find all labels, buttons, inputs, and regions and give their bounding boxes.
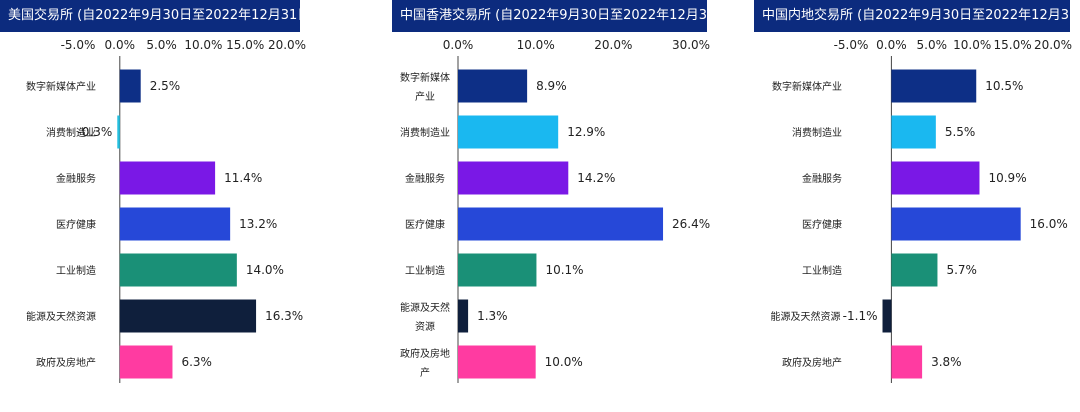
category-label: 金融服务: [56, 172, 96, 185]
bar: [891, 69, 977, 103]
bar: [458, 115, 559, 149]
x-tick-label: 20.0%: [268, 38, 306, 52]
data-label: 14.0%: [246, 263, 284, 277]
category-label: 消费制造业: [46, 126, 96, 139]
category-label: 能源及天然: [400, 301, 450, 314]
bar: [458, 207, 664, 241]
category-label: 消费制造业: [792, 126, 842, 139]
bar: [119, 69, 141, 103]
category-label: 政府及房地: [400, 347, 450, 360]
bar: [119, 299, 257, 333]
data-label: 16.0%: [1030, 217, 1068, 231]
data-label: 5.7%: [946, 263, 977, 277]
category-label: 产业: [415, 90, 435, 103]
bar: [891, 207, 1021, 241]
bar: [458, 69, 528, 103]
category-label: 数字新媒体: [400, 71, 450, 84]
x-tick-label: 20.0%: [594, 38, 632, 52]
x-tick-label: 0.0%: [443, 38, 474, 52]
data-label: 2.5%: [150, 79, 181, 93]
category-label: 金融服务: [802, 172, 842, 185]
data-label: -0.3%: [77, 125, 112, 139]
data-label: 12.9%: [567, 125, 605, 139]
category-label: 工业制造: [802, 264, 842, 277]
bar: [458, 253, 537, 287]
hk-exchange-title: 中国香港交易所 (自2022年9月30日至2022年12月31日): [392, 0, 733, 32]
bar: [458, 345, 536, 379]
data-label: 3.8%: [931, 355, 962, 369]
data-label: 5.5%: [945, 125, 976, 139]
data-label: 10.9%: [988, 171, 1026, 185]
x-tick-label: 30.0%: [672, 38, 710, 52]
us-exchange-title: 美国交易所 (自2022年9月30日至2022年12月31日): [0, 0, 315, 32]
bar: [458, 299, 469, 333]
data-label: 13.2%: [239, 217, 277, 231]
category-label: 金融服务: [405, 172, 445, 185]
bar: [119, 253, 237, 287]
category-label: 医疗健康: [56, 218, 96, 231]
category-label: 政府及房地产: [782, 356, 842, 369]
data-label: 1.3%: [477, 309, 508, 323]
x-tick-label: 0.0%: [105, 38, 136, 52]
x-tick-label: 5.0%: [146, 38, 177, 52]
data-label: 6.3%: [181, 355, 212, 369]
category-label: 产: [420, 366, 430, 379]
category-label: 数字新媒体产业: [772, 80, 842, 93]
us-exchange-chart: -5.0% 0.0% 5.0% 10.0% 15.0% 20.0% 2.5% 数字新媒体产业 -…: [26, 38, 306, 383]
x-tick-label: -5.0%: [61, 38, 96, 52]
bar: [119, 207, 231, 241]
x-tick-label: 0.0%: [876, 38, 907, 52]
bar: [119, 345, 173, 379]
category-label: 工业制造: [405, 264, 445, 277]
bar: [891, 115, 936, 149]
x-tick-label: 10.0%: [184, 38, 222, 52]
data-label: 10.5%: [985, 79, 1023, 93]
x-tick-label: 10.0%: [953, 38, 991, 52]
bar: [119, 161, 216, 195]
bar: [891, 161, 980, 195]
category-label: 能源及天然资源: [26, 310, 96, 323]
category-label: 数字新媒体产业: [26, 80, 96, 93]
hk-exchange-chart: 0.0% 10.0% 20.0% 30.0% 8.9% 数字新媒体产业 12.9% 消费制造业…: [400, 38, 710, 383]
x-tick-label: -5.0%: [834, 38, 869, 52]
bar: [891, 253, 938, 287]
data-label: 10.0%: [545, 355, 583, 369]
bar: [117, 115, 120, 149]
data-label: -1.1%: [843, 309, 878, 323]
category-label: 医疗健康: [802, 218, 842, 231]
x-tick-label: 15.0%: [994, 38, 1032, 52]
x-tick-label: 15.0%: [226, 38, 264, 52]
category-label: 消费制造业: [400, 126, 450, 139]
x-tick-label: 20.0%: [1034, 38, 1072, 52]
category-label: 医疗健康: [405, 218, 445, 231]
bar: [458, 161, 569, 195]
data-label: 8.9%: [536, 79, 567, 93]
category-label: 资源: [415, 320, 435, 333]
mainland-exchange-chart: -5.0% 0.0% 5.0% 10.0% 15.0% 20.0% 10.5% 数字新媒体产业…: [771, 38, 1072, 383]
data-label: 10.1%: [545, 263, 583, 277]
category-label: 工业制造: [56, 264, 96, 277]
data-label: 11.4%: [224, 171, 262, 185]
mainland-exchange-title: 中国内地交易所 (自2022年9月30日至2022年12月31日): [754, 0, 1080, 32]
bar: [891, 345, 923, 379]
category-label: 能源及天然资源: [771, 310, 841, 323]
data-label: 14.2%: [577, 171, 615, 185]
x-tick-label: 5.0%: [917, 38, 948, 52]
x-tick-label: 10.0%: [517, 38, 555, 52]
category-label: 政府及房地产: [36, 356, 96, 369]
bar: [882, 299, 892, 333]
data-label: 26.4%: [672, 217, 710, 231]
data-label: 16.3%: [265, 309, 303, 323]
